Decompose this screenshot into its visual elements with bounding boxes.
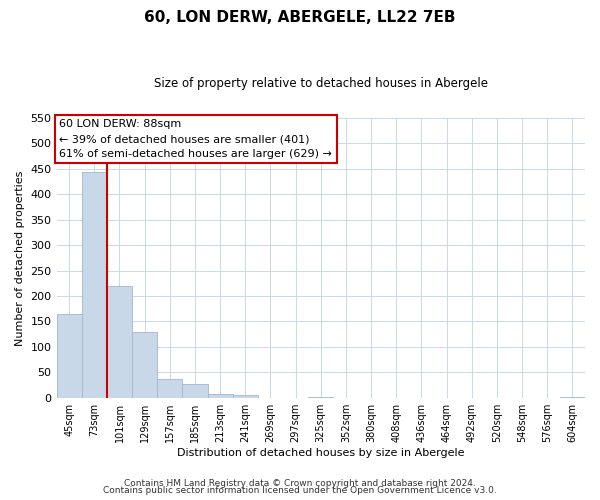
Bar — [560, 396, 585, 398]
Y-axis label: Number of detached properties: Number of detached properties — [15, 170, 25, 346]
Bar — [308, 396, 334, 398]
Bar — [182, 384, 208, 398]
X-axis label: Distribution of detached houses by size in Abergele: Distribution of detached houses by size … — [177, 448, 464, 458]
Title: Size of property relative to detached houses in Abergele: Size of property relative to detached ho… — [154, 78, 488, 90]
Text: 60 LON DERW: 88sqm
← 39% of detached houses are smaller (401)
61% of semi-detach: 60 LON DERW: 88sqm ← 39% of detached hou… — [59, 120, 332, 159]
Text: Contains HM Land Registry data © Crown copyright and database right 2024.: Contains HM Land Registry data © Crown c… — [124, 478, 476, 488]
Bar — [132, 332, 157, 398]
Bar — [157, 379, 182, 398]
Bar — [233, 395, 258, 398]
Text: 60, LON DERW, ABERGELE, LL22 7EB: 60, LON DERW, ABERGELE, LL22 7EB — [144, 10, 456, 25]
Bar — [208, 394, 233, 398]
Text: Contains public sector information licensed under the Open Government Licence v3: Contains public sector information licen… — [103, 486, 497, 495]
Bar — [107, 286, 132, 398]
Bar — [56, 314, 82, 398]
Bar — [82, 172, 107, 398]
